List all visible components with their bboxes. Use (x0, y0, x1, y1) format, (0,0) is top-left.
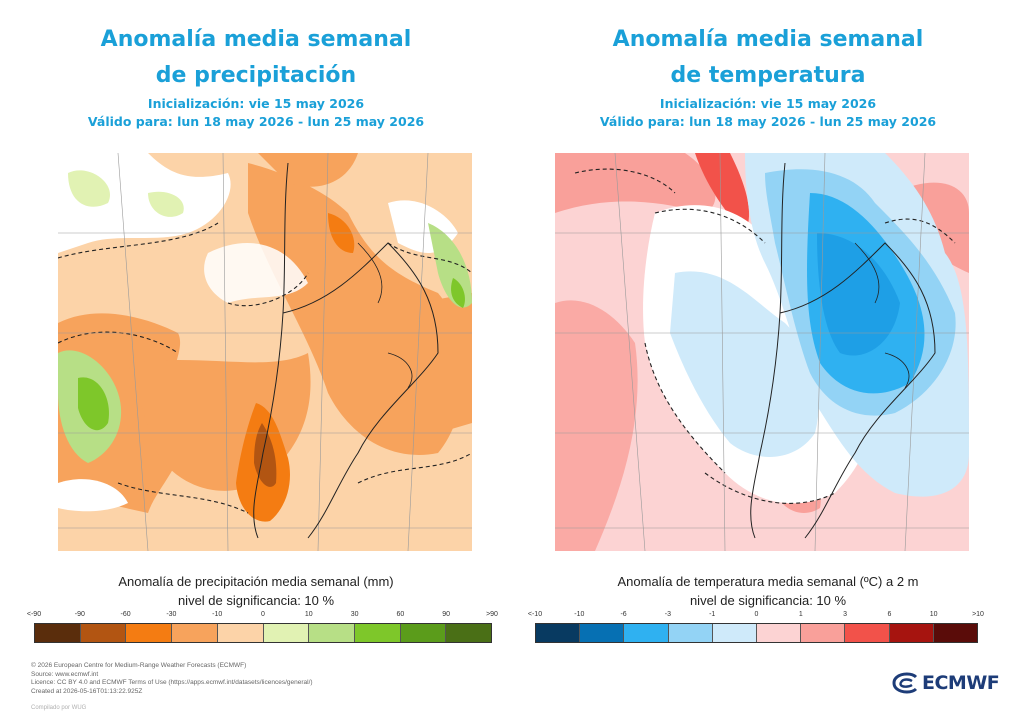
scale-tick: 60 (396, 611, 405, 618)
scale-tick: -3 (664, 611, 672, 618)
scale-swatch (400, 624, 447, 642)
scale-swatch (801, 624, 846, 642)
scale-swatch (263, 624, 310, 642)
valid-period: Válido para: lun 18 may 2026 - lun 25 ma… (87, 114, 425, 129)
temperature-panel: Anomalía media semanal de temperatura In… (512, 0, 1024, 650)
scale-tick: 30 (350, 611, 359, 618)
scale-tick: <-10 (527, 611, 543, 618)
precipitation-title: Anomalía media semanal de precipitación (100, 27, 412, 88)
precipitation-anomaly-field (58, 153, 472, 551)
scale-swatch (309, 624, 355, 642)
scale-swatch (35, 624, 81, 642)
scale-swatch (536, 624, 581, 642)
ecmwf-swirl-icon (892, 672, 918, 694)
ecmwf-logo: ECMWF (890, 672, 1000, 694)
scale-tick: 90 (442, 611, 451, 618)
scale-swatch (217, 624, 264, 642)
valid-period: Válido para: lun 18 may 2026 - lun 25 ma… (599, 114, 937, 129)
temperature-anomaly-field (555, 153, 969, 551)
precipitation-subtitle: Inicialización: vie 15 may 2026 Válido p… (0, 95, 512, 131)
scale-swatch (668, 624, 713, 642)
scale-swatch (845, 624, 890, 642)
scale-tick: -90 (74, 611, 85, 618)
scale-swatch (889, 624, 934, 642)
scale-tick: >90 (486, 611, 498, 618)
scale-swatch (354, 624, 401, 642)
scale-swatch (126, 624, 173, 642)
scale-tick: >10 (972, 611, 984, 618)
precipitation-scale-ticks: <-90 -90 -60 -30 -10 0 10 30 60 90 >90 (27, 611, 498, 623)
temperature-color-scale: <-10 -10 -6 -3 -1 0 1 3 6 10 >10 (528, 611, 984, 647)
scale-swatch (624, 624, 669, 642)
scale-tick: 3 (843, 611, 848, 618)
initialization-date: Inicialización: vie 15 may 2026 (147, 96, 365, 111)
temperature-color-bar (535, 623, 978, 643)
compiler-credit: Compilado por WUG (31, 705, 87, 711)
scale-tick: 0 (261, 611, 265, 618)
copyright-footer: © 2026 European Centre for Medium-Range … (31, 662, 313, 695)
temperature-title: Anomalía media semanal de temperatura (612, 27, 924, 88)
scale-tick: -6 (620, 611, 627, 618)
precipitation-color-scale: <-90 -90 -60 -30 -10 0 10 30 60 90 >90 (27, 611, 498, 647)
temperature-map (555, 153, 969, 551)
scale-tick: -60 (120, 611, 131, 618)
scale-swatch (757, 624, 802, 642)
scale-swatch (80, 624, 127, 642)
precipitation-color-bar (34, 623, 492, 643)
scale-swatch (580, 624, 625, 642)
scale-tick: 6 (887, 611, 892, 618)
scale-swatch (933, 624, 978, 642)
initialization-date: Inicialización: vie 15 may 2026 (659, 96, 877, 111)
scale-tick: 1 (798, 611, 803, 618)
scale-tick: 10 (304, 611, 313, 618)
scale-tick: 0 (754, 611, 759, 618)
scale-swatch (712, 624, 758, 642)
temperature-subtitle: Inicialización: vie 15 may 2026 Válido p… (512, 95, 1024, 131)
ecmwf-logo-text: ECMWF (922, 672, 1000, 694)
scale-swatch (172, 624, 218, 642)
scale-tick: 10 (929, 611, 938, 618)
scale-tick: -10 (212, 611, 223, 618)
significance-level: nivel de significancia: 10 % (177, 593, 335, 608)
scale-tick: <-90 (26, 611, 42, 618)
significance-level: nivel de significancia: 10 % (689, 593, 847, 608)
temperature-legend-title: Anomalía de temperatura media semanal (º… (512, 572, 1024, 610)
scale-tick: -1 (709, 611, 716, 618)
temperature-scale-ticks: <-10 -10 -6 -3 -1 0 1 3 6 10 >10 (528, 611, 984, 623)
precipitation-map (58, 153, 472, 551)
scale-tick: -10 (574, 611, 585, 618)
scale-tick: -30 (166, 611, 177, 618)
precipitation-legend-title: Anomalía de precipitación media semanal … (0, 572, 512, 610)
precipitation-panel: Anomalía media semanal de precipitación … (0, 0, 512, 650)
scale-swatch (446, 624, 492, 642)
